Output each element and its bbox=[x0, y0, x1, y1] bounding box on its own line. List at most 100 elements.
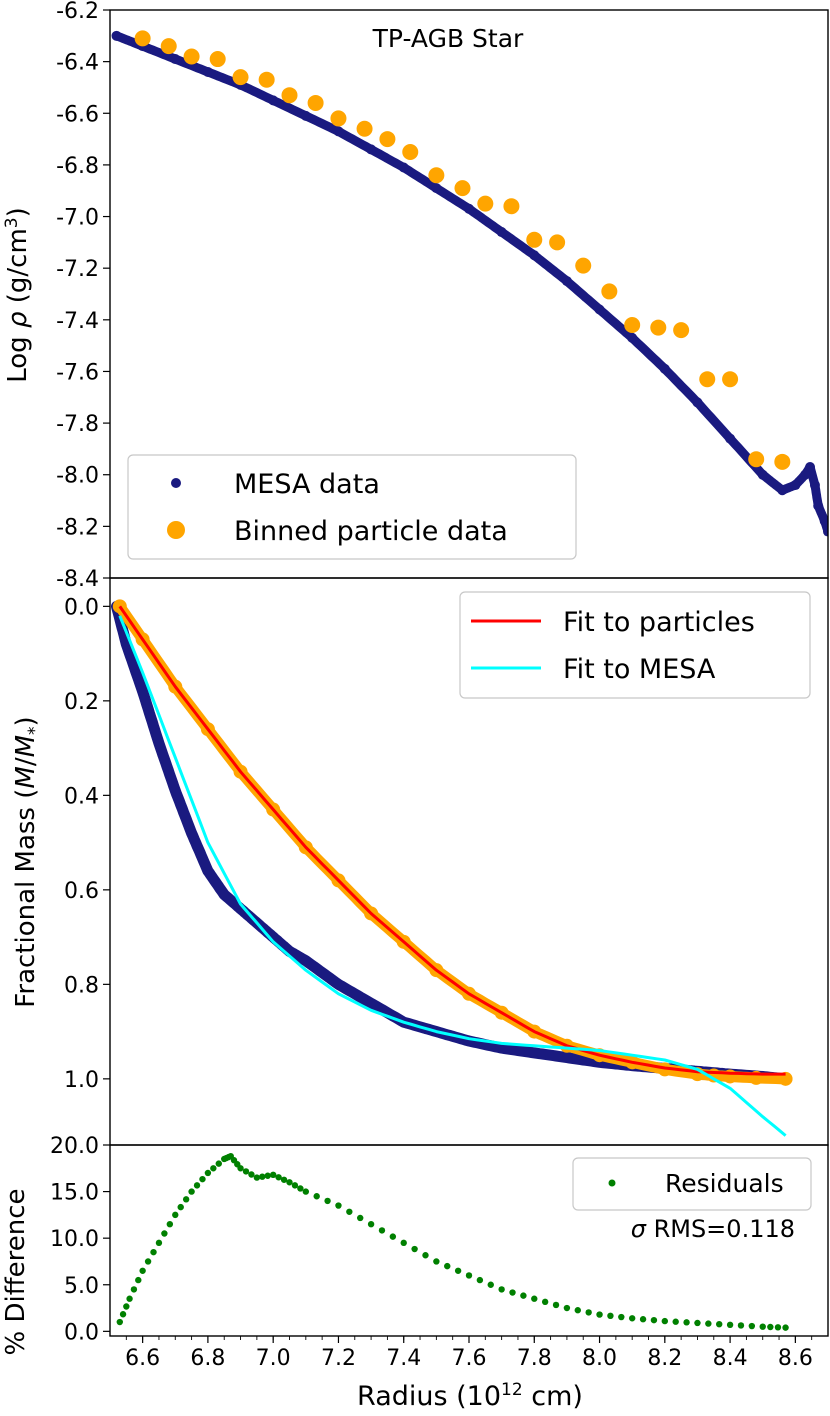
xtick-label: 7.8 bbox=[517, 1346, 552, 1371]
middle-mesa-data-point bbox=[300, 955, 311, 966]
xtick-label: 6.6 bbox=[125, 1346, 160, 1371]
bottom-residuals-point bbox=[454, 1267, 462, 1274]
bottom-residuals-point bbox=[378, 1227, 386, 1234]
bottom-residuals-point bbox=[335, 1202, 342, 1209]
bottom-ylabel: % Difference bbox=[1, 1188, 31, 1355]
top-ytick-label: -7.6 bbox=[56, 360, 99, 385]
bottom-residuals-point bbox=[166, 1220, 174, 1228]
middle-mesa-data-point bbox=[366, 998, 377, 1009]
middle-ytick-label: 0.0 bbox=[64, 595, 99, 620]
top-mesa-data-point bbox=[398, 162, 409, 173]
bottom-residuals-point bbox=[716, 1320, 723, 1328]
bottom-residuals-point bbox=[661, 1317, 669, 1325]
bottom-residuals-point bbox=[297, 1185, 304, 1192]
top-binned-particle-data-point bbox=[379, 131, 396, 148]
bottom-residuals-point bbox=[618, 1313, 625, 1321]
middle-mesa-data-point bbox=[137, 686, 148, 697]
bottom-residuals-point bbox=[123, 1303, 130, 1310]
top-ytick-label: -8.4 bbox=[56, 567, 99, 592]
top-binned-particle-data-point bbox=[258, 71, 275, 88]
top-mesa-data-point bbox=[692, 397, 703, 408]
bottom-ytick-label: 10.0 bbox=[50, 1227, 99, 1252]
legend-mesa-label: MESA data bbox=[234, 469, 380, 500]
middle-ytick-label: 0.8 bbox=[64, 973, 99, 998]
legend-mesa-marker bbox=[171, 478, 181, 488]
bottom-ytick-label: 15.0 bbox=[50, 1181, 99, 1206]
top-mesa-data-point bbox=[170, 54, 181, 65]
bottom-residuals-point bbox=[204, 1169, 212, 1177]
bottom-residuals-point bbox=[726, 1321, 734, 1329]
top-binned-particle-data-point bbox=[281, 87, 298, 104]
bottom-residuals-point bbox=[242, 1168, 250, 1175]
bottom-residuals-point bbox=[639, 1316, 647, 1323]
middle-data-layer bbox=[111, 599, 793, 1137]
bottom-residuals-point bbox=[541, 1298, 549, 1306]
bottom-residuals-point bbox=[139, 1267, 146, 1274]
top-mesa-data-point bbox=[529, 250, 540, 261]
bottom-ytick-label: 0.0 bbox=[64, 1320, 99, 1345]
plot-layer: -6.2 -6.4 -6.6 -6.8 -7.0 -7.2 -7.4 -7.6 -7.8 -8.0… bbox=[50, 0, 829, 1371]
bottom-residuals-point bbox=[150, 1248, 157, 1256]
top-ytick-label: -7.8 bbox=[56, 412, 99, 437]
bottom-residuals-point bbox=[269, 1171, 277, 1179]
bottom-residuals-point bbox=[357, 1214, 364, 1222]
top-ytick-label: -6.8 bbox=[56, 154, 99, 179]
middle-mesa-data-point bbox=[170, 785, 181, 796]
top-ytick-label: -7.4 bbox=[56, 309, 99, 334]
top-binned-particle-data-point bbox=[356, 120, 373, 137]
top-binned-particle-data-point bbox=[134, 30, 151, 47]
legend-binned-label: Binned particle data bbox=[234, 516, 508, 547]
bottom-residuals-point bbox=[520, 1292, 527, 1299]
top-binned-particle-data-point bbox=[699, 371, 716, 388]
top-mesa-data-point bbox=[757, 469, 768, 480]
top-binned-particle-data-point bbox=[575, 257, 592, 274]
middle-fit-to-mesa-line bbox=[118, 615, 787, 1137]
bottom-residuals-point bbox=[116, 1318, 123, 1326]
middle-fit-to-particles-line bbox=[118, 605, 786, 1076]
bottom-residuals-point bbox=[280, 1176, 288, 1183]
bottom-residuals-point bbox=[286, 1179, 293, 1186]
bottom-residuals-point bbox=[782, 1324, 789, 1331]
top-mesa-data-series bbox=[111, 30, 828, 537]
bottom-ytick-label: 20.0 bbox=[50, 1134, 99, 1159]
top-binned-particle-data-point bbox=[307, 94, 324, 111]
bottom-residuals-point bbox=[259, 1173, 266, 1180]
top-mesa-data-point bbox=[725, 433, 736, 444]
legend-fit-particles-label: Fit to particles bbox=[563, 607, 755, 638]
bottom-residuals-point bbox=[650, 1316, 658, 1324]
bottom-residuals-point bbox=[683, 1319, 690, 1326]
top-binned-particle-data-point bbox=[624, 316, 641, 333]
top-binned-particle-data-point bbox=[330, 110, 347, 127]
bottom-residuals-point bbox=[389, 1233, 397, 1240]
top-mesa-data-point bbox=[496, 227, 507, 238]
bottom-residuals-point bbox=[172, 1211, 179, 1219]
top-mesa-data-point bbox=[268, 95, 279, 106]
chart-title: TP-AGB Star bbox=[372, 24, 524, 53]
top-mesa-data-point bbox=[366, 144, 377, 155]
top-ylabel: Log ρ (g/cm3) bbox=[2, 207, 33, 383]
top-binned-particle-data-point bbox=[549, 234, 566, 251]
middle-ytick-label: 1.0 bbox=[64, 1068, 99, 1093]
top-mesa-data-point bbox=[800, 469, 811, 480]
top-mesa-data-point bbox=[594, 304, 605, 315]
top-mesa-data-point bbox=[809, 480, 820, 491]
middle-fit-to-mesa-series bbox=[118, 615, 787, 1137]
bottom-residuals-point bbox=[433, 1258, 440, 1265]
top-ytick-label: -7.2 bbox=[56, 257, 99, 282]
top-mesa-data-point bbox=[333, 126, 344, 137]
middle-mesa-data-point bbox=[202, 865, 213, 876]
bottom-residuals-point bbox=[275, 1174, 282, 1181]
bottom-residuals-point bbox=[302, 1188, 310, 1195]
middle-mesa-data-point bbox=[219, 889, 230, 900]
top-binned-particle-data-point bbox=[183, 48, 200, 65]
bottom-residuals-point bbox=[411, 1245, 418, 1253]
middle-mesa-data-point bbox=[496, 1043, 507, 1054]
legend-fit-mesa-label: Fit to MESA bbox=[563, 654, 716, 685]
top-data-layer bbox=[111, 30, 828, 537]
xtick-label: 8.2 bbox=[647, 1346, 682, 1371]
top-binned-particle-data-point bbox=[673, 322, 690, 339]
top-ytick-label: -6.6 bbox=[56, 102, 99, 127]
bottom-residuals-point bbox=[705, 1320, 712, 1327]
bottom-residuals-point bbox=[476, 1276, 484, 1284]
top-mesa-data-point bbox=[659, 363, 670, 374]
